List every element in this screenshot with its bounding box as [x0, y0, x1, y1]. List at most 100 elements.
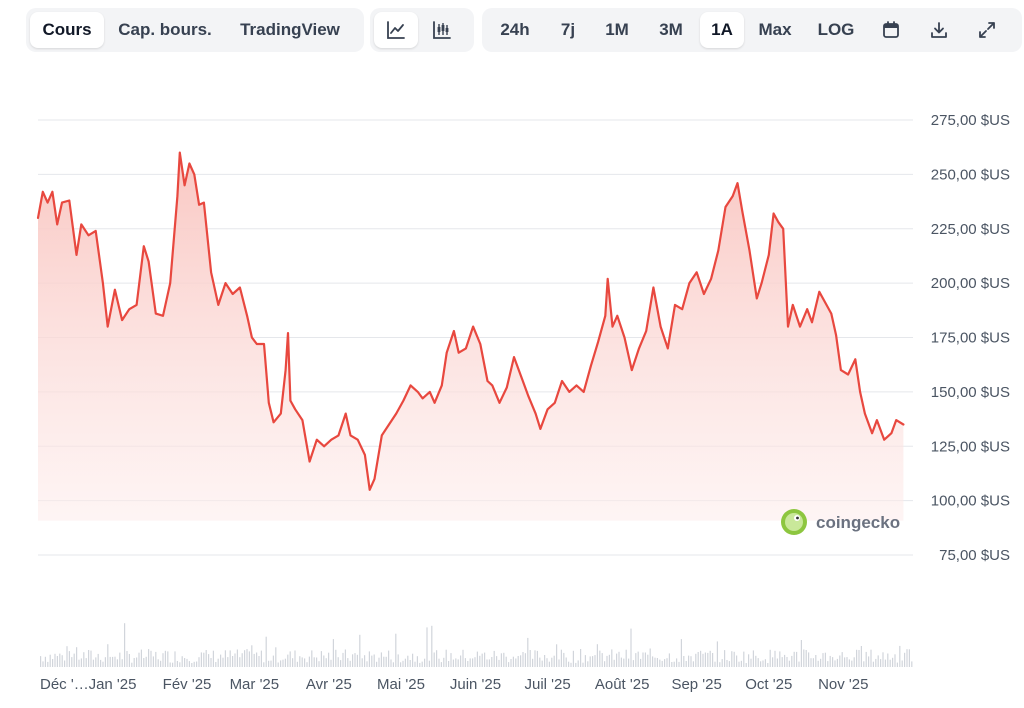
- price-point: [772, 212, 775, 215]
- candlestick-chart-button[interactable]: [420, 12, 464, 48]
- price-point: [61, 201, 63, 204]
- price-point: [193, 173, 196, 176]
- volume-bar: [776, 658, 778, 667]
- volume-bar: [659, 659, 661, 667]
- volume-bar: [527, 637, 529, 667]
- volume-bar: [868, 656, 870, 667]
- volume-bar: [748, 654, 750, 667]
- price-point: [188, 162, 191, 165]
- volume-bar: [467, 661, 469, 667]
- volume-bar: [484, 652, 486, 667]
- volume-bar: [306, 662, 308, 667]
- volume-bar: [316, 657, 318, 667]
- download-button[interactable]: [916, 12, 962, 48]
- x-tick-label: Août '25: [595, 676, 650, 693]
- volume-bar: [685, 661, 687, 667]
- volume-bar: [815, 655, 817, 667]
- range-1m-button[interactable]: 1M: [605, 20, 629, 39]
- volume-bar: [872, 661, 874, 667]
- log-scale-button[interactable]: LOG: [817, 20, 855, 39]
- volume-bar: [277, 662, 279, 667]
- price-point: [498, 402, 501, 404]
- volume-bar: [200, 652, 202, 667]
- volume-bar: [150, 650, 152, 667]
- volume-bar: [347, 658, 349, 667]
- price-point: [597, 341, 599, 343]
- price-point: [631, 369, 633, 371]
- volume-bar: [592, 656, 594, 667]
- calendar-button[interactable]: [868, 12, 914, 48]
- price-point: [251, 336, 253, 339]
- volume-bar: [469, 658, 471, 667]
- volume-bar: [652, 656, 654, 667]
- volume-bar: [455, 658, 457, 667]
- volume-bar: [476, 651, 478, 667]
- volume-bar: [244, 650, 246, 667]
- volume-bar: [474, 657, 476, 667]
- volume-bar: [644, 652, 646, 667]
- range-3m-button[interactable]: 3M: [659, 20, 683, 39]
- tab-cours[interactable]: Cours: [30, 12, 104, 48]
- price-point: [441, 384, 443, 387]
- price-point: [75, 254, 78, 256]
- volume-bar: [635, 653, 637, 667]
- volume-bar: [54, 653, 56, 667]
- volume-bar: [462, 649, 464, 667]
- price-point: [472, 325, 474, 328]
- volume-bar: [152, 656, 154, 667]
- volume-bar: [402, 660, 404, 667]
- volume-bar: [767, 663, 769, 667]
- volume-bar: [184, 658, 186, 667]
- volume-bar: [491, 657, 493, 667]
- volume-bar: [138, 652, 140, 667]
- range-24h-button[interactable]: 24h: [500, 20, 530, 39]
- fullscreen-button[interactable]: [964, 12, 1010, 48]
- price-point: [895, 419, 897, 421]
- range-max-button[interactable]: Max: [758, 20, 792, 39]
- price-point: [787, 325, 789, 328]
- price-point: [330, 438, 333, 441]
- volume-bar: [320, 651, 322, 667]
- volume-bar: [359, 634, 361, 667]
- volume-bar: [392, 662, 394, 667]
- volume-bar: [124, 623, 126, 667]
- price-point: [429, 391, 431, 393]
- volume-bar: [71, 657, 73, 667]
- range-1a-button[interactable]: 1A: [700, 12, 744, 48]
- volume-bar: [560, 649, 562, 667]
- price-point: [486, 380, 489, 382]
- tab-tradingview[interactable]: TradingView: [240, 20, 340, 39]
- price-point: [301, 419, 304, 421]
- volume-bar: [779, 651, 781, 667]
- volume-bar: [647, 654, 649, 667]
- volume-bar: [740, 660, 742, 667]
- volume-bar: [148, 649, 150, 667]
- price-point: [176, 195, 179, 197]
- x-tick-label: Juin '25: [450, 676, 501, 693]
- volume-bar: [445, 649, 447, 667]
- price-point: [388, 423, 390, 426]
- volume-bar: [133, 658, 135, 667]
- price-point: [135, 304, 138, 306]
- volume-bar: [220, 654, 222, 667]
- volume-bar: [769, 649, 771, 667]
- price-point: [777, 221, 780, 223]
- tab-cap-bours[interactable]: Cap. bours.: [118, 20, 212, 39]
- volume-bar: [431, 625, 433, 667]
- volume-bar: [433, 652, 435, 667]
- volume-bar: [728, 661, 730, 667]
- volume-bar: [340, 660, 342, 667]
- volume-bar: [736, 655, 738, 667]
- line-chart-button[interactable]: [374, 12, 418, 48]
- volume-bar: [100, 659, 102, 667]
- range-7j-button[interactable]: 7j: [560, 20, 576, 39]
- volume-bar: [160, 660, 162, 667]
- volume-bar: [301, 657, 303, 667]
- y-tick-label: 175,00 $US: [931, 330, 1010, 347]
- volume-bar: [116, 659, 118, 667]
- volume-bar: [493, 650, 495, 667]
- volume-bar: [731, 651, 733, 667]
- price-point: [239, 286, 241, 289]
- volume-bar: [90, 650, 92, 667]
